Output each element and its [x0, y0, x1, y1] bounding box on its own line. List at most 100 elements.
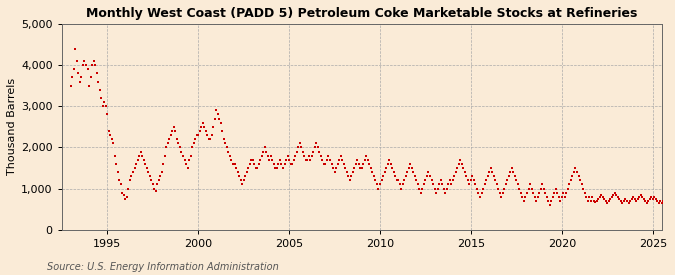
Point: [381, 166, 392, 170]
Point: [138, 158, 149, 162]
Point: [416, 191, 427, 195]
Point: [320, 162, 331, 166]
Point: [494, 191, 505, 195]
Point: [657, 201, 668, 205]
Point: [429, 186, 440, 191]
Point: [505, 170, 516, 174]
Point: [237, 182, 248, 187]
Point: [319, 162, 329, 166]
Point: [252, 166, 263, 170]
Point: [227, 162, 238, 166]
Point: [467, 174, 478, 178]
Point: [614, 197, 625, 201]
Point: [200, 129, 211, 133]
Point: [361, 153, 372, 158]
Point: [88, 59, 99, 63]
Point: [500, 182, 511, 187]
Point: [72, 59, 82, 63]
Point: [294, 141, 305, 145]
Point: [231, 166, 242, 170]
Point: [400, 174, 411, 178]
Point: [388, 170, 399, 174]
Point: [74, 79, 85, 84]
Point: [628, 195, 639, 199]
Point: [259, 145, 270, 150]
Point: [99, 100, 109, 104]
Point: [538, 186, 549, 191]
Point: [622, 199, 632, 203]
Point: [140, 162, 151, 166]
Point: [438, 186, 449, 191]
Point: [117, 191, 128, 195]
Point: [79, 59, 90, 63]
Point: [555, 199, 566, 203]
Point: [70, 46, 81, 51]
Point: [435, 178, 446, 183]
Point: [529, 195, 540, 199]
Point: [541, 195, 552, 199]
Point: [92, 79, 103, 84]
Point: [269, 162, 279, 166]
Point: [202, 133, 213, 137]
Point: [510, 174, 520, 178]
Point: [109, 153, 120, 158]
Point: [325, 158, 335, 162]
Point: [182, 166, 193, 170]
Point: [155, 174, 165, 178]
Point: [652, 199, 663, 203]
Point: [173, 141, 184, 145]
Point: [393, 178, 404, 183]
Point: [610, 191, 620, 195]
Point: [487, 170, 497, 174]
Point: [146, 178, 157, 183]
Point: [153, 178, 164, 183]
Point: [476, 191, 487, 195]
Point: [219, 137, 230, 141]
Point: [392, 178, 402, 183]
Point: [452, 166, 462, 170]
Point: [128, 170, 138, 174]
Point: [584, 195, 595, 199]
Point: [406, 166, 417, 170]
Point: [348, 170, 358, 174]
Point: [123, 186, 134, 191]
Point: [535, 186, 546, 191]
Point: [311, 141, 322, 145]
Point: [80, 63, 91, 67]
Point: [321, 158, 332, 162]
Point: [221, 145, 232, 150]
Point: [470, 182, 481, 187]
Point: [163, 141, 173, 145]
Point: [508, 170, 519, 174]
Point: [203, 137, 214, 141]
Point: [181, 162, 192, 166]
Point: [356, 166, 367, 170]
Point: [564, 182, 575, 187]
Point: [188, 141, 199, 145]
Point: [552, 191, 563, 195]
Point: [653, 201, 664, 205]
Point: [302, 158, 313, 162]
Point: [602, 201, 613, 205]
Point: [238, 178, 249, 183]
Point: [517, 195, 528, 199]
Point: [290, 153, 300, 158]
Point: [523, 186, 534, 191]
Point: [67, 75, 78, 80]
Point: [398, 182, 408, 187]
Point: [343, 174, 354, 178]
Point: [466, 178, 477, 183]
Point: [305, 158, 316, 162]
Point: [159, 153, 170, 158]
Point: [255, 158, 266, 162]
Point: [531, 199, 541, 203]
Point: [431, 191, 441, 195]
Point: [490, 178, 501, 183]
Point: [537, 182, 547, 187]
Point: [462, 178, 473, 183]
Point: [331, 166, 342, 170]
Point: [113, 170, 124, 174]
Point: [383, 158, 394, 162]
Point: [576, 182, 587, 187]
Point: [84, 83, 95, 88]
